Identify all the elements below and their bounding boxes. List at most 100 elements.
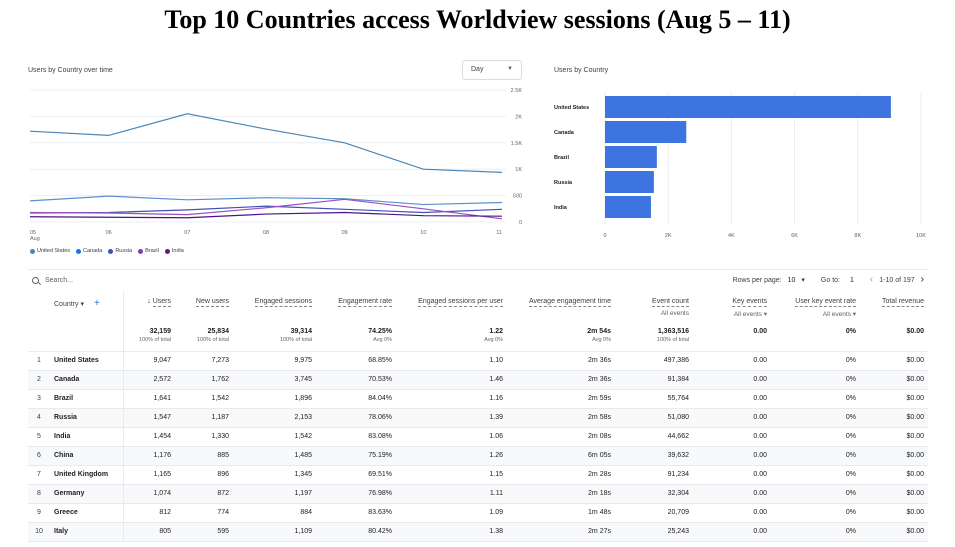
row-number: 7 [28,465,50,485]
user-key-rate-filter[interactable]: All events ▾ [822,311,856,318]
row-spu: 1.10 [396,351,507,371]
row-rev: $0.00 [860,370,928,390]
add-dimension-icon[interactable]: + [93,298,100,309]
event-count-header-label: Event count [652,298,689,307]
row-key: 0.00 [693,389,771,409]
row-number: 8 [28,484,50,504]
sort-down-icon: ↓ [147,298,153,305]
row-ukr: 0% [771,351,860,371]
row-spu: 1.38 [396,522,507,542]
row-rev: $0.00 [860,503,928,523]
page-range: 1-10 of 197 [879,276,915,284]
bar [605,96,891,118]
legend-item[interactable]: India [164,248,184,254]
table-row[interactable]: 2 Canada 2,572 1,762 3,745 70.53% 1.46 2m 36s 91… [28,370,928,390]
search-input[interactable]: Search... [45,277,74,284]
row-rate: 80.42% [316,522,396,542]
chevron-down-icon[interactable]: ▾ [801,277,805,284]
x-tick-label: 11 [496,230,502,236]
row-users: 805 [123,522,175,542]
row-engaged: 3,745 [233,370,316,390]
goto-label: Go to: [820,276,840,284]
x-tick-label: 2K [665,233,672,239]
x-tick-label: 09 [342,230,348,236]
table-row[interactable]: 7 United Kingdom 1,165 896 1,345 69.51% 1.15 2m… [28,465,928,485]
row-key: 0.00 [693,408,771,428]
header-users[interactable]: ↓ Users [123,292,175,326]
total-sessions-per-user-pct: Avg 0% [484,337,503,343]
legend-dot-icon [108,248,114,254]
row-ukr: 0% [771,389,860,409]
header-row-num [28,292,50,326]
row-engaged: 1,345 [233,465,316,485]
header-new-users[interactable]: New users [175,292,233,326]
sessions-per-user-header-label: Engaged sessions per user [418,298,503,307]
table-row[interactable]: 1 United States 9,047 7,273 9,975 68.85% 1.10 2… [28,351,928,371]
legend-item[interactable]: Russia [108,248,132,254]
row-ukr: 0% [771,465,860,485]
table-row[interactable]: 4 Russia 1,547 1,187 2,153 78.06% 1.39 2m 58s 51… [28,408,928,428]
rows-per-page-select[interactable]: 10 [787,276,796,284]
row-key: 0.00 [693,484,771,504]
row-country: United Kingdom [50,465,124,485]
header-engaged-sessions[interactable]: Engaged sessions [233,292,316,326]
table-row[interactable]: 3 Brazil 1,641 1,542 1,896 84.04% 1.16 2m 59s 55… [28,389,928,409]
next-page-icon[interactable]: › [920,274,924,285]
event-count-filter[interactable]: All events [660,310,689,317]
table-row[interactable]: 8 Germany 1,074 872 1,197 76.98% 1.11 2m 18s 32,… [28,484,928,504]
category-label: India [554,205,568,211]
granularity-select[interactable]: Day ▼ [462,60,522,80]
header-key-events[interactable]: Key events All events ▾ [693,292,771,326]
category-label: Brazil [554,155,569,161]
header-avg-time[interactable]: Average engagement time [507,292,615,326]
x-tick-sublabel: Aug [30,236,40,242]
row-time: 2m 36s [507,370,615,390]
y-tick-label: 1K [515,167,522,173]
row-country: Germany [50,484,124,504]
row-new-users: 1,187 [175,408,233,428]
header-user-key-rate[interactable]: User key event rate All events ▾ [771,292,860,326]
chevron-down-icon[interactable]: ▾ [80,301,84,308]
total-engaged-sessions: 39,314 [290,328,312,335]
row-ukr: 0% [771,427,860,447]
total-users: 32,159 [149,328,171,335]
avg-time-header-label: Average engagement time [529,298,611,307]
header-engagement-rate[interactable]: Engagement rate [316,292,396,326]
goto-input[interactable]: 1 [849,276,854,284]
header-event-count[interactable]: Event count All events [615,292,693,326]
header-revenue[interactable]: Total revenue [860,292,928,326]
table-row[interactable]: 9 Greece 812 774 884 83.63% 1.09 1m 48s 20,709 0.… [28,503,928,523]
header-country[interactable]: Country ▾ + [50,292,124,326]
table-row[interactable]: 6 China 1,176 885 1,485 75.19% 1.26 6m 05s 39,63… [28,446,928,466]
legend-item[interactable]: Canada [76,248,102,254]
row-key: 0.00 [693,503,771,523]
table-row[interactable]: 10 Italy 805 595 1,109 80.42% 1.38 2m 27s 25,243… [28,522,928,542]
row-new-users: 1,762 [175,370,233,390]
legend-item[interactable]: United States [30,248,70,254]
legend-item[interactable]: Brazil [138,248,159,254]
row-users: 1,454 [123,427,175,447]
total-sessions-per-user: 1.22 [489,328,503,335]
slide-title: Top 10 Countries access Worldview sessio… [164,5,791,34]
x-tick-label: 8K [854,233,861,239]
row-time: 2m 28s [507,465,615,485]
row-country: China [50,446,124,466]
total-key-events: 0.00 [753,328,767,335]
x-tick-label: 10K [916,233,926,239]
header-sessions-per-user[interactable]: Engaged sessions per user [396,292,507,326]
row-ukr: 0% [771,370,860,390]
row-time: 2m 18s [507,484,615,504]
row-new-users: 1,330 [175,427,233,447]
search-bar[interactable]: Search... [32,277,73,284]
x-tick-label: 05 [30,230,36,236]
engaged-sessions-header-label: Engaged sessions [254,298,312,307]
table-row[interactable]: 5 India 1,454 1,330 1,542 83.08% 1.06 2m 08s 44,… [28,427,928,447]
row-new-users: 7,273 [175,351,233,371]
chevron-down-icon: ▼ [507,66,513,72]
row-users: 1,547 [123,408,175,428]
row-number: 6 [28,446,50,466]
key-events-filter[interactable]: All events ▾ [733,311,767,318]
row-spu: 1.16 [396,389,507,409]
prev-page-icon[interactable]: ‹ [869,274,874,285]
row-new-users: 896 [175,465,233,485]
